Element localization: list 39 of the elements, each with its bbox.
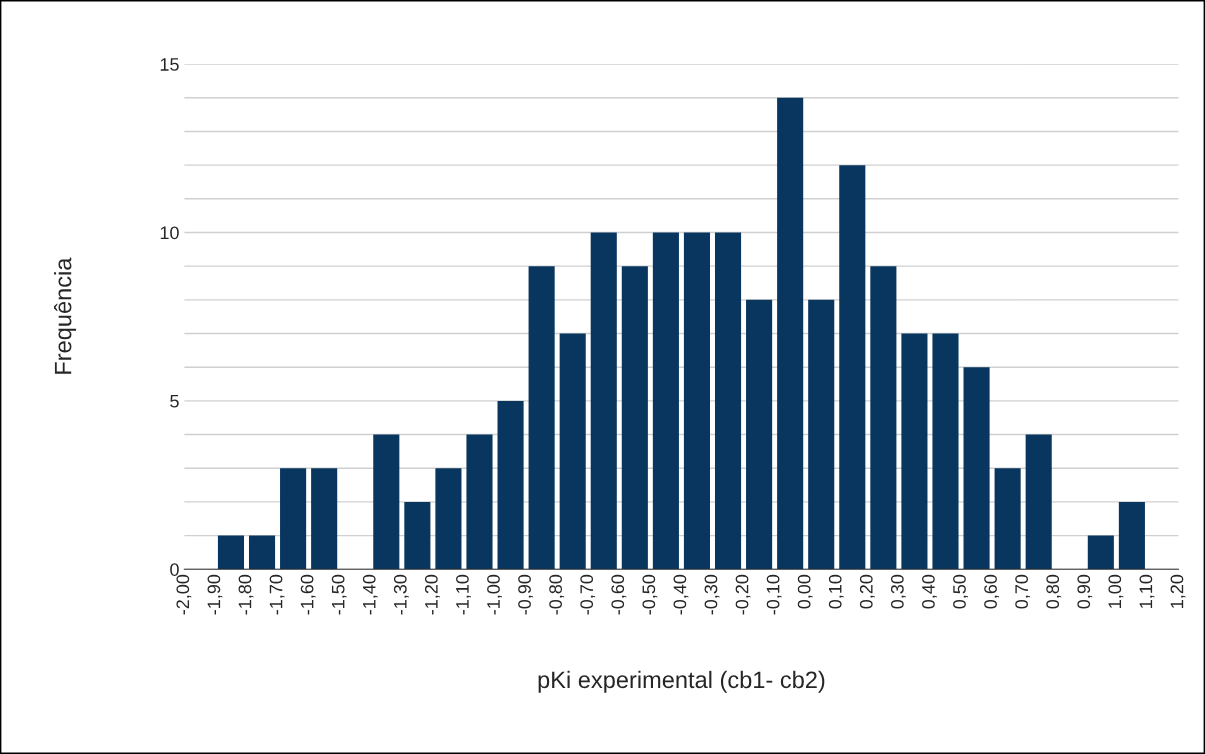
x-tick-label: -0,10 — [766, 574, 782, 615]
x-tick-label: -0,40 — [673, 574, 689, 615]
x-tick-label: -1,80 — [238, 574, 254, 615]
x-tick-label: 0,70 — [1015, 574, 1031, 609]
x-tick-label: -1,00 — [487, 574, 503, 615]
x-tick-label: -1,20 — [424, 574, 440, 615]
x-tick-label: 1,10 — [1139, 574, 1155, 608]
y-tick-label: 10 — [160, 226, 179, 240]
x-tick-label: -1,50 — [331, 574, 347, 615]
x-tick-label: 0,90 — [1077, 574, 1093, 609]
x-tick-label: -1,30 — [393, 574, 409, 615]
y-tick-label: 5 — [170, 395, 179, 408]
x-tick-label: -1,10 — [456, 574, 471, 615]
x-tick-label: 1,20 — [1170, 574, 1186, 608]
x-tick-label: -1,60 — [300, 574, 316, 615]
y-tick-label: 15 — [160, 58, 179, 71]
x-tick-label: -0,70 — [580, 574, 596, 615]
x-tick-label: -1,70 — [269, 574, 285, 615]
x-tick-label: -1,40 — [362, 574, 378, 615]
x-tick-label: 0,60 — [984, 574, 1000, 609]
x-axis-title: pKi experimental (cb1- cb2) — [538, 670, 825, 693]
x-tick-label: -0,20 — [735, 574, 751, 615]
x-tick-label: 0,50 — [953, 574, 968, 609]
y-axis-title: Frequência — [54, 257, 77, 374]
x-tick-label: 0,20 — [859, 574, 875, 609]
x-tick-label: -2,00 — [176, 574, 192, 615]
x-tick-label: -0,80 — [549, 574, 565, 615]
x-tick-label: -0,50 — [642, 574, 658, 615]
x-tick-label: 0,00 — [797, 574, 813, 609]
x-tick-label: 0,10 — [828, 574, 844, 609]
x-tick-label: -1,90 — [207, 574, 223, 615]
x-tick-label: -0,30 — [704, 574, 720, 615]
x-tick-label: 1,00 — [1108, 574, 1124, 608]
y-tick-label: 0 — [170, 563, 179, 576]
x-tick-label: 0,80 — [1046, 574, 1062, 609]
x-tick-label: 0,30 — [890, 574, 906, 609]
x-tick-label: -0,60 — [611, 574, 627, 615]
x-tick-label: -0,90 — [518, 574, 534, 615]
x-tick-label: 0,40 — [922, 574, 937, 609]
